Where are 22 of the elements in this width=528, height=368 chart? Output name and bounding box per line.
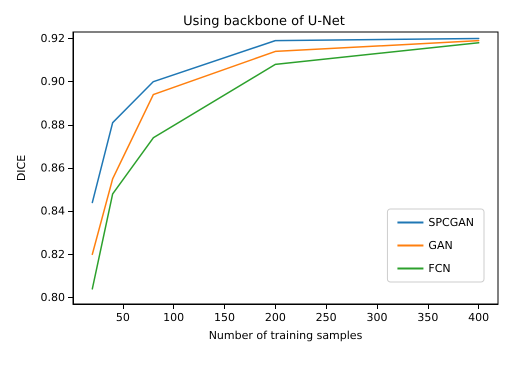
line-series	[92, 38, 480, 204]
legend-label: FCN	[428, 262, 451, 275]
legend-label: GAN	[428, 239, 453, 252]
x-tick-label: 250	[316, 311, 337, 324]
x-tick-label: 50	[116, 311, 130, 324]
legend-label: SPCGAN	[428, 216, 474, 229]
x-tick-label: 100	[163, 311, 184, 324]
y-tick-label: 0.84	[40, 204, 65, 218]
x-axis-title: Number of training samples	[208, 329, 363, 342]
y-tick-label: 0.82	[40, 248, 65, 261]
x-tick-label: 200	[264, 311, 286, 324]
x-tick-label: 300	[366, 311, 388, 324]
y-tick-label: 0.86	[40, 162, 65, 174]
y-tick-label: 0.90	[40, 75, 65, 88]
y-tick-label: 0.88	[40, 118, 65, 132]
y-tick-label: 0.80	[40, 291, 65, 304]
x-tick-label: 150	[214, 311, 235, 324]
x-tick-label: 400	[468, 311, 490, 324]
chart-title: Using backbone of U-Net	[183, 14, 345, 29]
y-tick-label: 0.92	[40, 32, 65, 45]
x-tick-label: 350	[417, 311, 438, 324]
y-axis-title: DICE	[15, 154, 28, 182]
